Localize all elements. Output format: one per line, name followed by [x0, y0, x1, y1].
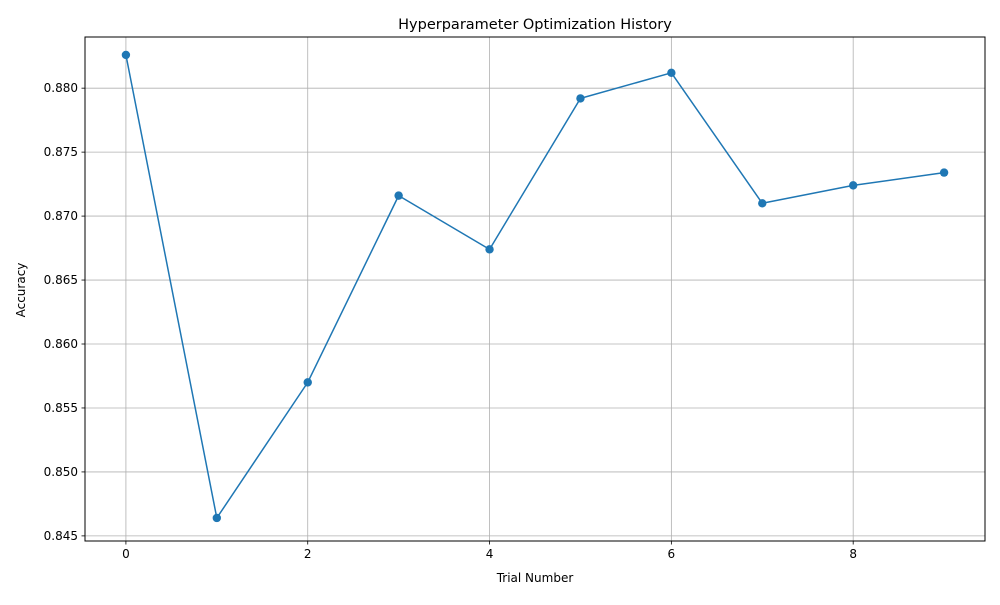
plot-frame: [84, 36, 986, 542]
y-tick-label: 0.865: [44, 273, 78, 287]
data-point: [576, 94, 585, 103]
ticks-layer: 0 2 4 6 8 0.845 0.850 0.855 0.860 0.865 0.870 0.875…: [44, 81, 857, 561]
data-point: [394, 191, 403, 200]
data-point: [848, 181, 858, 190]
data-point: [485, 245, 494, 254]
data-point: [212, 513, 222, 523]
data-point: [758, 199, 767, 208]
x-tick-label: 4: [486, 547, 494, 561]
x-tick-label: 6: [668, 547, 676, 561]
data-point: [121, 50, 131, 60]
y-tick-label: 0.845: [44, 529, 78, 543]
y-axis-label: Accuracy: [14, 263, 28, 318]
x-tick-label: 2: [304, 547, 312, 561]
data-point: [303, 378, 312, 387]
x-tick-label: 8: [849, 547, 857, 561]
chart-title: Hyperparameter Optimization History: [398, 17, 672, 33]
series-layer: [121, 50, 949, 523]
y-tick-label: 0.875: [44, 145, 78, 159]
y-tick-label: 0.850: [44, 465, 78, 479]
y-tick-label: 0.860: [44, 337, 78, 351]
data-point: [939, 168, 949, 177]
x-axis-label: Trial Number: [496, 571, 574, 585]
data-point: [667, 68, 676, 78]
y-tick-label: 0.870: [44, 209, 78, 223]
x-tick-label: 0: [122, 547, 130, 561]
y-tick-label: 0.880: [44, 81, 78, 95]
series-line: [125, 54, 945, 519]
grid-lines: [85, 37, 985, 541]
y-tick-label: 0.855: [44, 401, 78, 415]
